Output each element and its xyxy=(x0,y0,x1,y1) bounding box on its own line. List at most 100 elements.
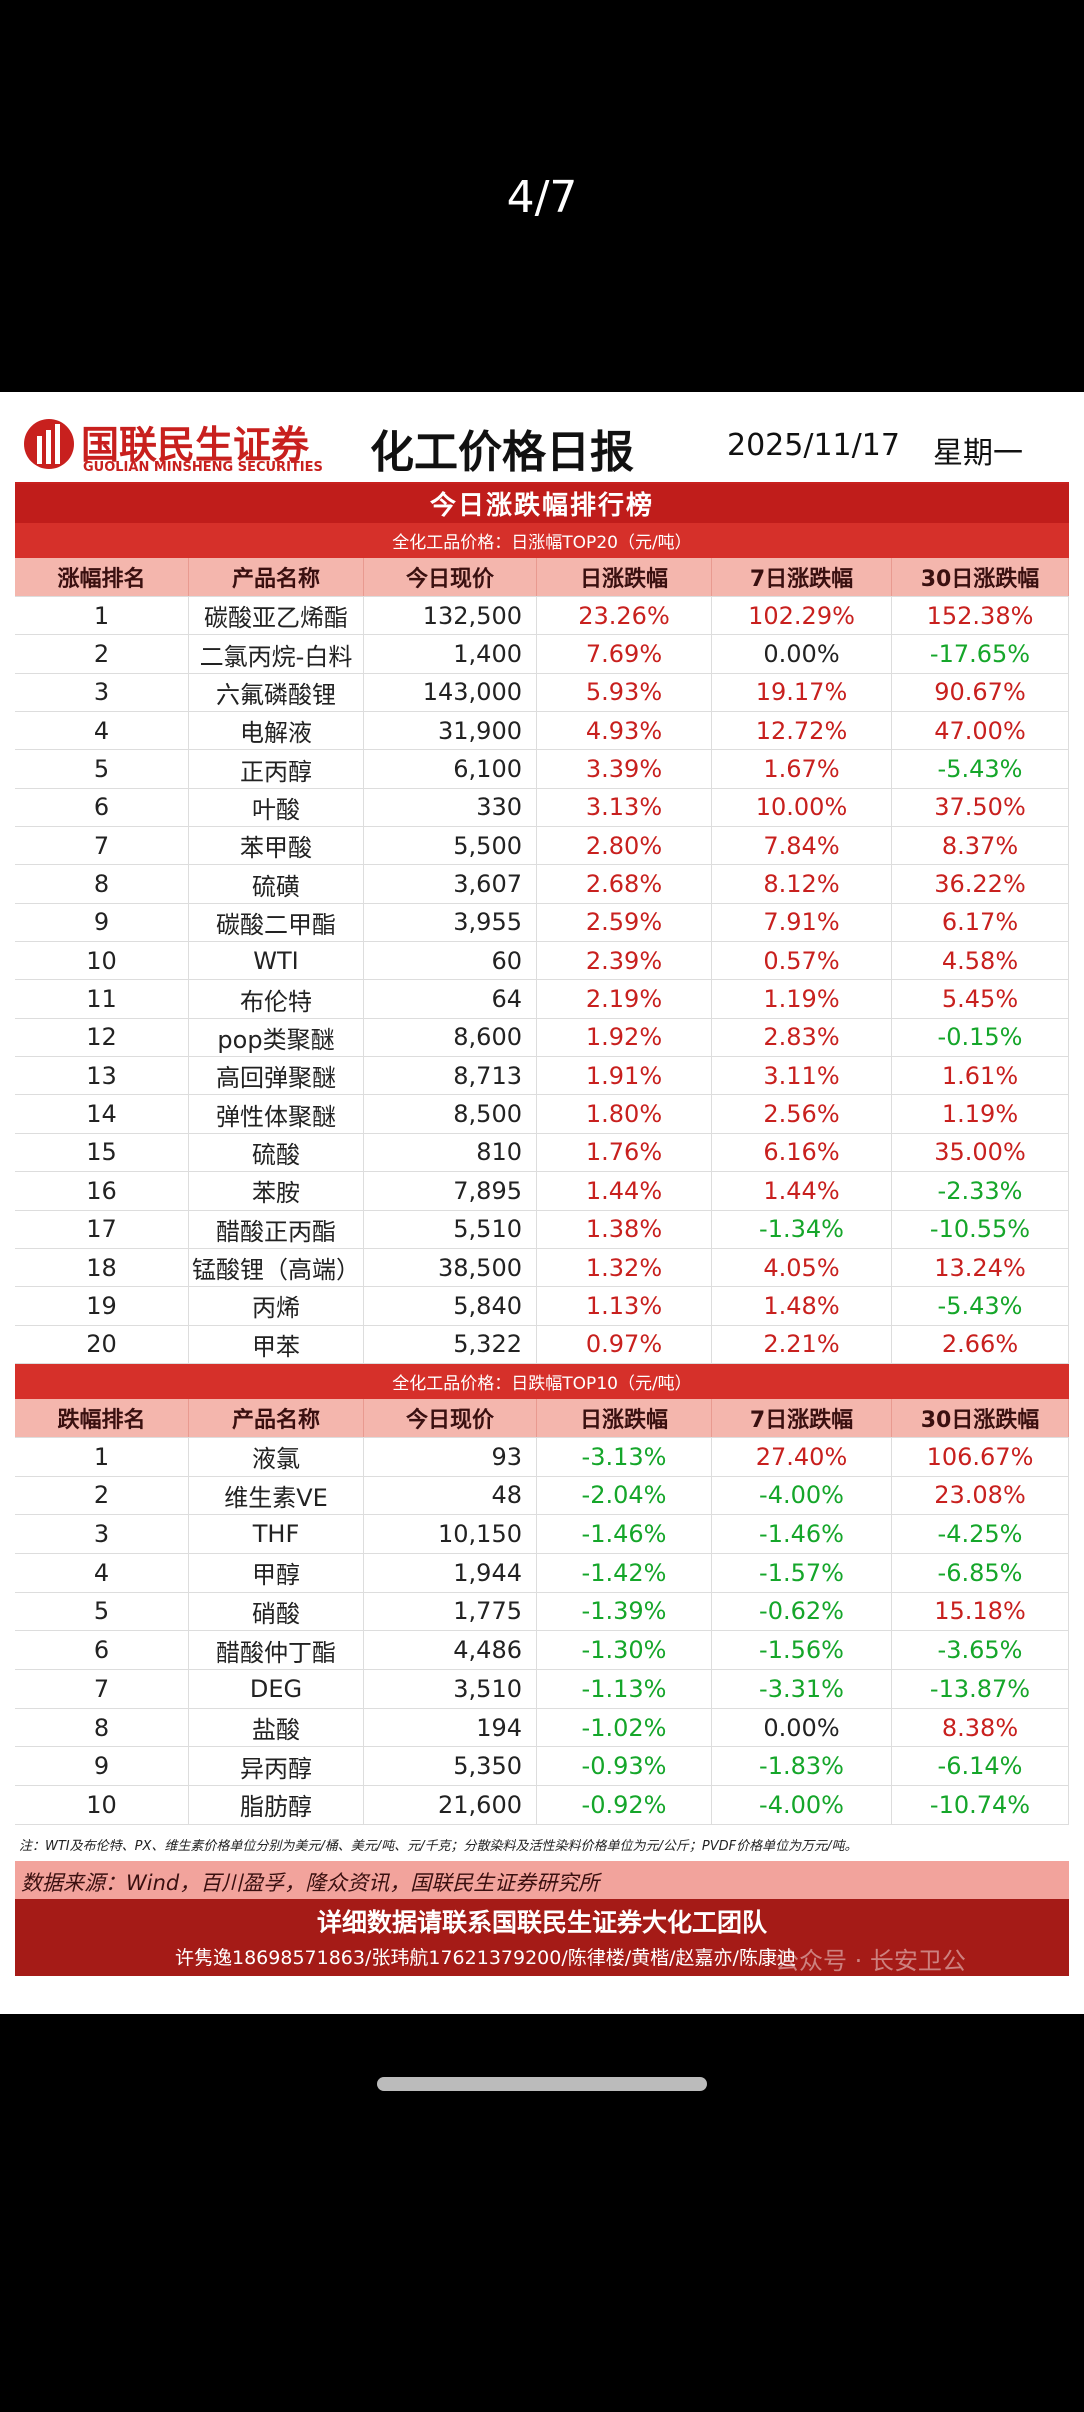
change-cell: -1.34% xyxy=(712,1210,892,1248)
table-cell: 2 xyxy=(15,635,189,673)
table-cell: 12 xyxy=(15,1018,189,1057)
table-cell: 1,944 xyxy=(364,1553,537,1592)
change-cell: -6.14% xyxy=(892,1747,1069,1786)
report: 国联民生证券 GUOLIAN MINSHENG SECURITIES 化工价格日… xyxy=(15,404,1069,1976)
table-cell: 二氯丙烷-白料 xyxy=(189,635,364,673)
header-cell: 30日涨跌幅 xyxy=(892,1398,1069,1437)
table-cell: 叶酸 xyxy=(189,788,364,827)
change-cell: 1.44% xyxy=(537,1172,712,1210)
image-area[interactable] xyxy=(0,392,1084,2014)
change-cell: 4.58% xyxy=(892,942,1069,980)
change-cell: 1.44% xyxy=(712,1172,892,1210)
table-row: 1 液氯 93 -3.13% 27.40% 106.67% xyxy=(15,1437,1069,1477)
table-cell: 苯胺 xyxy=(189,1172,364,1210)
change-cell: -4.00% xyxy=(712,1476,892,1515)
change-cell: 35.00% xyxy=(892,1133,1069,1172)
home-indicator[interactable] xyxy=(377,2077,707,2091)
table-cell: 甲醇 xyxy=(189,1553,364,1592)
change-cell: 23.08% xyxy=(892,1476,1069,1515)
change-cell: 102.29% xyxy=(712,597,892,635)
table-cell: 硝酸 xyxy=(189,1592,364,1631)
note: 注：WTI及布伦特、PX、维生素价格单位分别为美元/桶、美元/吨、元/千克；分散… xyxy=(19,1838,858,1854)
table-cell: 60 xyxy=(364,942,537,980)
table-cell: 5,322 xyxy=(364,1325,537,1363)
change-cell: -1.46% xyxy=(537,1515,712,1553)
header-cell: 跌幅排名 xyxy=(15,1398,189,1437)
change-cell: 19.17% xyxy=(712,673,892,712)
change-cell: -2.04% xyxy=(537,1476,712,1515)
table-cell: 31,900 xyxy=(364,712,537,750)
header-cell: 30日涨跌幅 xyxy=(892,558,1069,596)
table-row: 2 二氯丙烷-白料 1,400 7.69% 0.00% -17.65% xyxy=(15,635,1069,674)
change-cell: 2.66% xyxy=(892,1325,1069,1363)
table-row: 9 异丙醇 5,350 -0.93% -1.83% -6.14% xyxy=(15,1747,1069,1787)
table-cell: 93 xyxy=(364,1437,537,1476)
table-cell: 1 xyxy=(15,597,189,635)
change-cell: 8.37% xyxy=(892,827,1069,865)
table-row: 3 THF 10,150 -1.46% -1.46% -4.25% xyxy=(15,1515,1069,1554)
table-cell: 电解液 xyxy=(189,712,364,750)
change-cell: -0.62% xyxy=(712,1592,892,1631)
table-cell: 8,713 xyxy=(364,1057,537,1095)
header-cell: 今日现价 xyxy=(364,558,537,596)
change-cell: 2.68% xyxy=(537,865,712,903)
table-cell: 醋酸仲丁酯 xyxy=(189,1631,364,1669)
change-cell: 3.39% xyxy=(537,750,712,788)
change-cell: -5.43% xyxy=(892,750,1069,788)
change-cell: 1.80% xyxy=(537,1095,712,1133)
table-cell: 64 xyxy=(364,980,537,1018)
change-cell: -2.33% xyxy=(892,1172,1069,1210)
contacts: 许隽逸18698571863/张玮航17621379200/陈律楼/黄楷/赵嘉亦… xyxy=(175,1946,796,1969)
change-cell: 1.32% xyxy=(537,1248,712,1287)
change-cell: -13.87% xyxy=(892,1670,1069,1708)
change-cell: 4.93% xyxy=(537,712,712,750)
change-cell: 2.21% xyxy=(712,1325,892,1363)
contact-title: 详细数据请联系国联民生证券大化工团队 xyxy=(316,1907,767,1937)
header-cell: 日涨跌幅 xyxy=(537,1398,712,1437)
table-cell: 布伦特 xyxy=(189,980,364,1018)
table-cell: 硫磺 xyxy=(189,865,364,903)
change-cell: -3.31% xyxy=(712,1670,892,1708)
table-cell: 4 xyxy=(15,1553,189,1592)
table-cell: 锰酸锂（高端） xyxy=(189,1248,364,1287)
change-cell: 1.13% xyxy=(537,1287,712,1325)
table-cell: 48 xyxy=(364,1476,537,1515)
change-cell: 37.50% xyxy=(892,788,1069,827)
table-cell: 7,895 xyxy=(364,1172,537,1210)
change-cell: 152.38% xyxy=(892,597,1069,635)
change-cell: 1.92% xyxy=(537,1018,712,1057)
table-cell: 7 xyxy=(15,1670,189,1708)
table-cell: pop类聚醚 xyxy=(189,1018,364,1057)
change-cell: 0.57% xyxy=(712,942,892,980)
change-cell: 0.00% xyxy=(712,635,892,673)
change-cell: -4.25% xyxy=(892,1515,1069,1553)
brand-en: GUOLIAN MINSHENG SECURITIES xyxy=(83,460,323,475)
table-cell: 1,775 xyxy=(364,1592,537,1631)
table-row: 11 布伦特 64 2.19% 1.19% 5.45% xyxy=(15,980,1069,1019)
change-cell: 27.40% xyxy=(712,1437,892,1476)
table-cell: 5,500 xyxy=(364,827,537,865)
table-row: 5 正丙醇 6,100 3.39% 1.67% -5.43% xyxy=(15,750,1069,789)
change-cell: -0.15% xyxy=(892,1018,1069,1057)
table-cell: 3,955 xyxy=(364,903,537,942)
change-cell: 6.17% xyxy=(892,903,1069,942)
table-cell: 17 xyxy=(15,1210,189,1248)
table-cell: 132,500 xyxy=(364,597,537,635)
table-cell: 21,600 xyxy=(364,1786,537,1824)
table-cell: 6,100 xyxy=(364,750,537,788)
change-cell: 1.19% xyxy=(712,980,892,1018)
header-cell: 7日涨跌幅 xyxy=(712,558,892,596)
change-cell: 3.11% xyxy=(712,1057,892,1095)
table-cell: 8 xyxy=(15,865,189,903)
change-cell: 0.00% xyxy=(712,1708,892,1747)
table-cell: 碳酸亚乙烯酯 xyxy=(189,597,364,635)
table-row: 3 六氟磷酸锂 143,000 5.93% 19.17% 90.67% xyxy=(15,673,1069,713)
table-row: 7 苯甲酸 5,500 2.80% 7.84% 8.37% xyxy=(15,827,1069,866)
header-cell: 日涨跌幅 xyxy=(537,558,712,596)
change-cell: -1.30% xyxy=(537,1631,712,1669)
table-cell: 11 xyxy=(15,980,189,1018)
change-cell: -1.57% xyxy=(712,1553,892,1592)
table-cell: 6 xyxy=(15,788,189,827)
change-cell: 1.19% xyxy=(892,1095,1069,1133)
change-cell: -5.43% xyxy=(892,1287,1069,1325)
